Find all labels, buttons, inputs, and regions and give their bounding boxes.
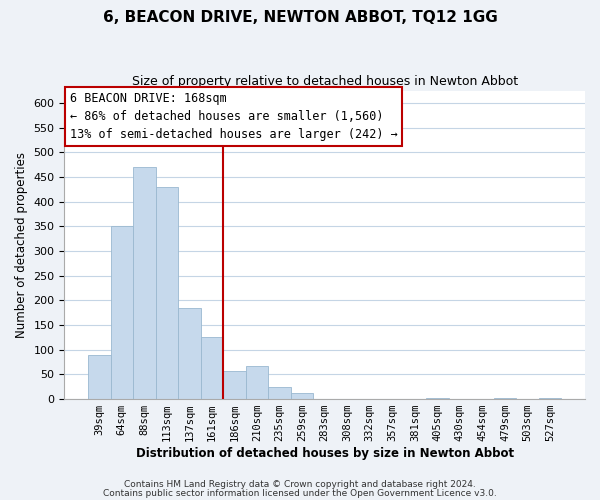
Bar bbox=[268, 386, 291, 399]
Bar bbox=[110, 226, 133, 399]
Bar bbox=[539, 398, 562, 399]
Bar bbox=[291, 393, 313, 399]
Text: 6, BEACON DRIVE, NEWTON ABBOT, TQ12 1GG: 6, BEACON DRIVE, NEWTON ABBOT, TQ12 1GG bbox=[103, 10, 497, 25]
Y-axis label: Number of detached properties: Number of detached properties bbox=[15, 152, 28, 338]
Bar bbox=[494, 398, 516, 399]
Bar bbox=[155, 187, 178, 399]
Title: Size of property relative to detached houses in Newton Abbot: Size of property relative to detached ho… bbox=[131, 75, 518, 88]
Bar bbox=[246, 366, 268, 399]
Bar bbox=[133, 167, 155, 399]
Text: Contains HM Land Registry data © Crown copyright and database right 2024.: Contains HM Land Registry data © Crown c… bbox=[124, 480, 476, 489]
Bar bbox=[201, 338, 223, 399]
Text: 6 BEACON DRIVE: 168sqm
← 86% of detached houses are smaller (1,560)
13% of semi-: 6 BEACON DRIVE: 168sqm ← 86% of detached… bbox=[70, 92, 397, 141]
X-axis label: Distribution of detached houses by size in Newton Abbot: Distribution of detached houses by size … bbox=[136, 447, 514, 460]
Bar bbox=[223, 371, 246, 399]
Text: Contains public sector information licensed under the Open Government Licence v3: Contains public sector information licen… bbox=[103, 488, 497, 498]
Bar bbox=[426, 398, 449, 399]
Bar bbox=[88, 354, 110, 399]
Bar bbox=[178, 308, 201, 399]
